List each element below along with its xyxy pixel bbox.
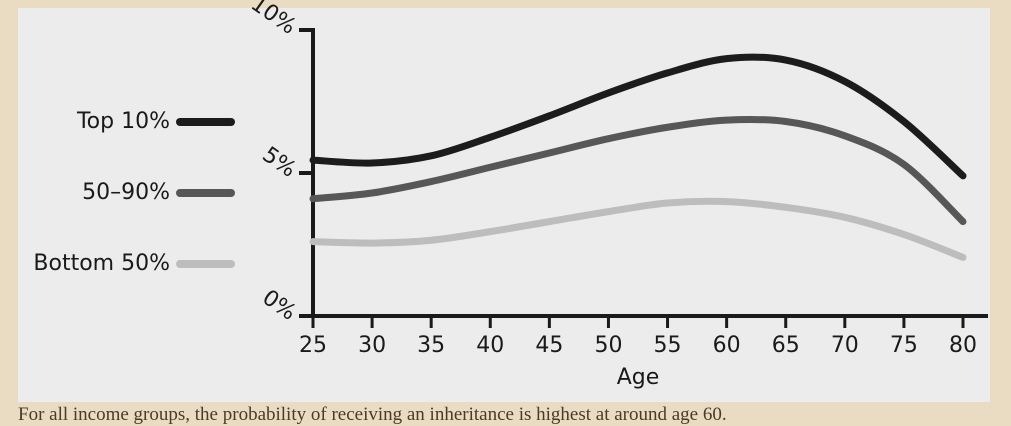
x-tick-label: 55: [654, 333, 682, 358]
legend-label: 50–90%: [82, 180, 170, 205]
x-tick-label: 25: [299, 333, 327, 358]
series-line: [309, 53, 967, 180]
x-tick-label: 70: [831, 333, 859, 358]
caption: For all income groups, the probability o…: [18, 404, 727, 425]
legend-label: Top 10%: [76, 109, 170, 134]
x-tick-label: 50: [594, 333, 622, 358]
x-tick-label: 60: [713, 333, 741, 358]
x-axis-label: Age: [617, 365, 660, 390]
legend-label: Bottom 50%: [33, 251, 170, 276]
series-line: [309, 115, 967, 226]
x-tick-label: 35: [417, 333, 445, 358]
y-tick-label: 0%: [258, 285, 301, 326]
x-tick-label: 65: [772, 333, 800, 358]
y-tick-label: 10%: [246, 0, 300, 40]
series-line: [309, 197, 967, 261]
x-tick-label: 45: [535, 333, 563, 358]
y-tick-label: 5%: [258, 142, 301, 183]
x-tick-label: 75: [890, 333, 918, 358]
x-tick-label: 40: [476, 333, 504, 358]
x-tick-label: 30: [358, 333, 386, 358]
x-tick-label: 80: [949, 333, 977, 358]
